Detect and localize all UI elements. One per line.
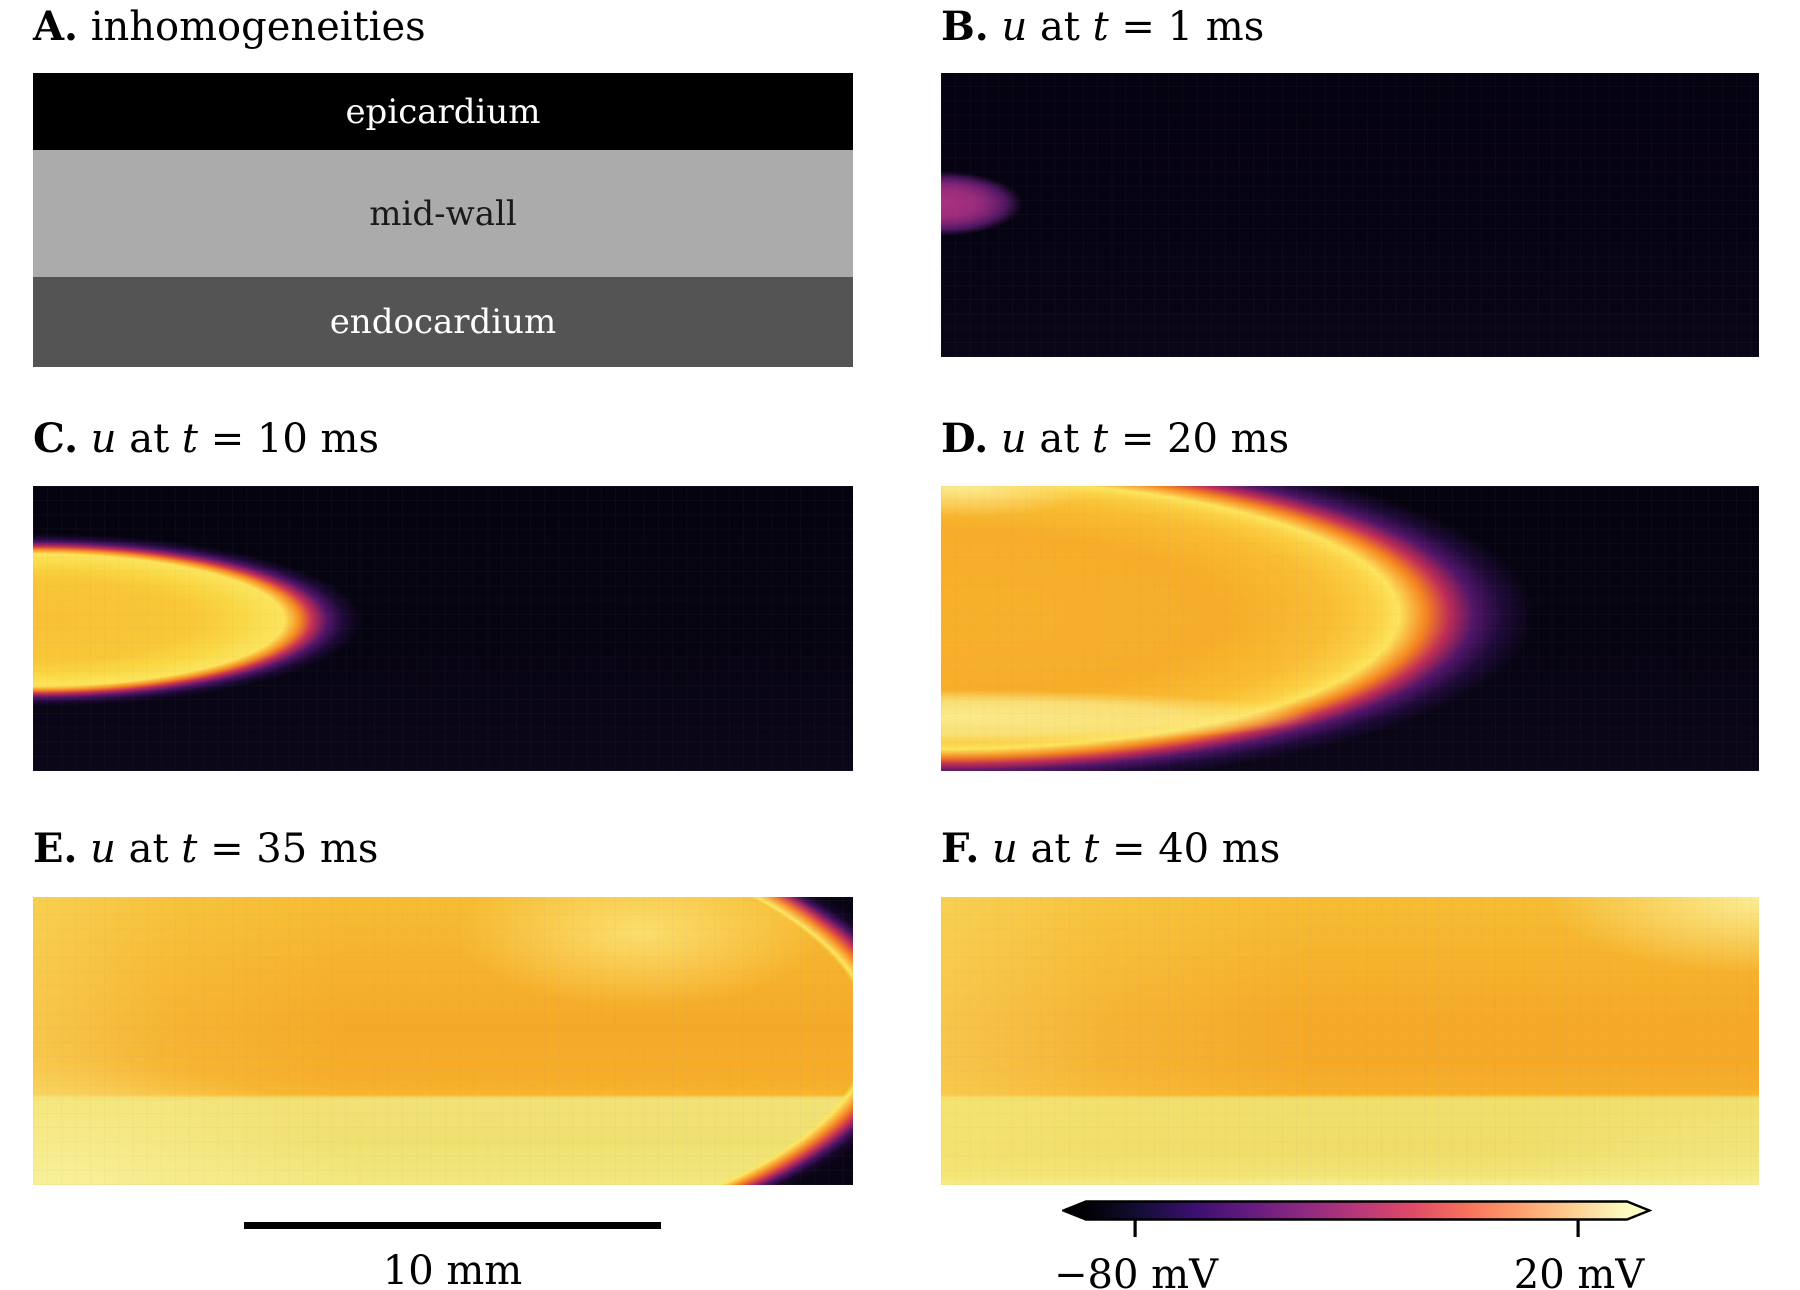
panel-b-letter: B. [941, 3, 989, 50]
panel-d-title: D. u at t = 20 ms [941, 415, 1290, 463]
panel-a-letter: A. [33, 3, 78, 50]
panel-e-time: 35 ms [256, 826, 379, 872]
panel-b-equals: = [1121, 4, 1155, 50]
heatmap-t40ms [941, 897, 1759, 1185]
panel-d-time: 20 ms [1167, 416, 1290, 462]
panel-d-letter: D. [941, 415, 989, 462]
panel-e-letter: E. [33, 825, 78, 872]
panel-b-var-t: t [1092, 4, 1109, 50]
heatmap-t1ms [941, 73, 1759, 357]
layer-label: epicardium [345, 91, 541, 132]
colorbar-min-label: −80 mV [1054, 1252, 1218, 1290]
panel-c-letter: C. [33, 415, 79, 462]
layer-mid-wall: mid-wall [33, 150, 853, 278]
heatmap-t35ms [33, 897, 853, 1185]
layer-label: endocardium [329, 302, 557, 343]
layer-epicardium: epicardium [33, 73, 853, 151]
panel-a-title-text: inhomogeneities [90, 4, 426, 50]
colorbar-gradient-bar [1062, 1200, 1652, 1221]
panel-b-time: 1 ms [1167, 4, 1265, 50]
panel-c-time: 10 ms [256, 416, 380, 462]
panel-e-at: at [128, 826, 169, 872]
panel-f-at: at [1030, 826, 1071, 872]
panel-c-at: at [129, 416, 170, 462]
panel-d-var-t: t [1092, 416, 1109, 462]
panel-f-letter: F. [941, 825, 980, 872]
panel-c-title: C. u at t = 10 ms [33, 415, 380, 463]
layer-diagram: epicardium mid-wall endocardium [33, 73, 853, 367]
panel-b-var-u: u [1001, 4, 1028, 50]
colorbar-max-label: 20 mV [1513, 1252, 1645, 1290]
panel-c-var-u: u [90, 416, 117, 462]
panel-b-at: at [1039, 4, 1080, 50]
panel-f-title: F. u at t = 40 ms [941, 825, 1281, 873]
panel-e-title: E. u at t = 35 ms [33, 825, 379, 873]
panel-a-title: A. inhomogeneities [33, 3, 426, 51]
panel-f-var-u: u [992, 826, 1018, 872]
panel-d-var-u: u [1000, 416, 1027, 462]
heatmap-t10ms [33, 486, 853, 771]
panel-f-var-t: t [1083, 826, 1100, 872]
panel-f-time: 40 ms [1158, 826, 1281, 872]
colorbar-tick-min [1133, 1220, 1137, 1237]
panel-c-var-t: t [181, 416, 198, 462]
colorbar-tick-max [1576, 1220, 1580, 1237]
panel-d-at: at [1039, 416, 1080, 462]
colorbar [1062, 1200, 1652, 1237]
panel-f-equals: = [1111, 826, 1146, 872]
scale-bar [244, 1222, 661, 1229]
panel-e-equals: = [210, 826, 244, 872]
panel-c-equals: = [210, 416, 245, 462]
heatmap-t20ms [941, 486, 1759, 771]
panel-d-equals: = [1120, 416, 1155, 462]
layer-label: mid-wall [369, 193, 517, 234]
scale-bar-label: 10 mm [382, 1248, 523, 1290]
panel-b-title: B. u at t = 1 ms [941, 3, 1265, 51]
panel-e-var-u: u [90, 826, 116, 872]
panel-e-var-t: t [181, 826, 198, 872]
layer-endocardium: endocardium [33, 277, 853, 367]
